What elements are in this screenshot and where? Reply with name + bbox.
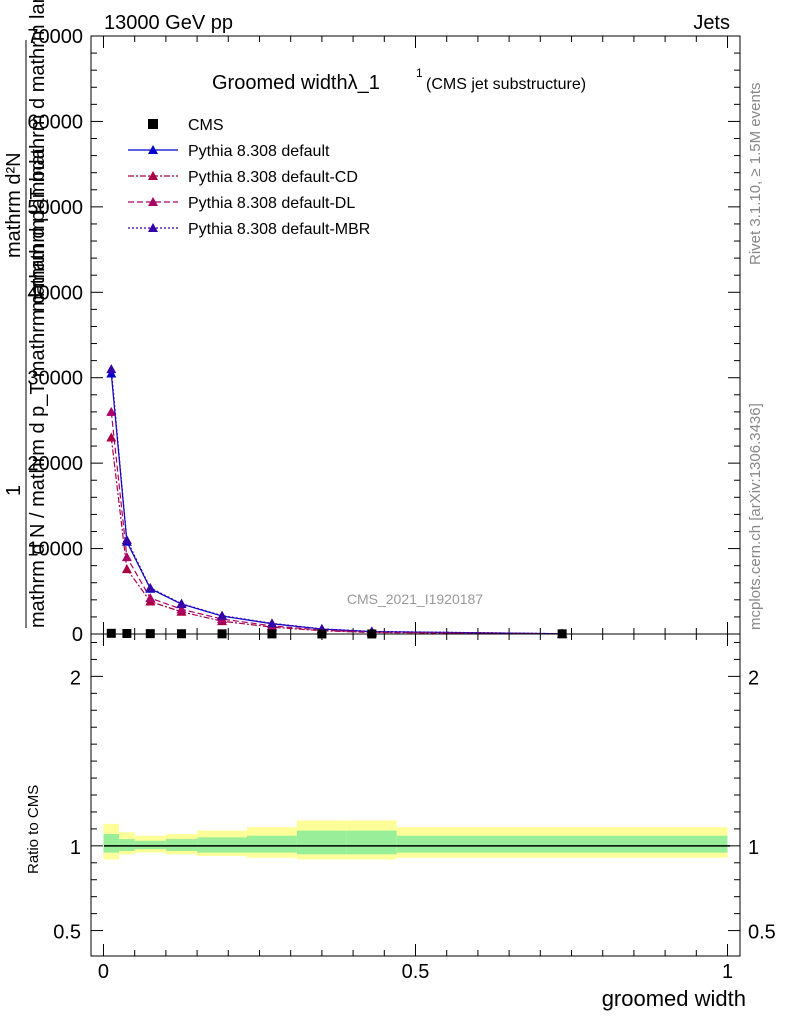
- ratio-tick-label: 1: [70, 837, 81, 859]
- ratio-band-inner: [134, 840, 166, 850]
- x-tick-label: 0: [98, 961, 109, 983]
- jets-label: Jets: [693, 12, 730, 34]
- legend-label: Pythia 8.308 default-CD: [188, 169, 358, 186]
- ylabel-denominator-2: mathrm d p_T mathrm d mathrm lambda: [27, 0, 49, 312]
- y-tick-label: 50000: [27, 197, 83, 219]
- legend-label: Pythia 8.308 default: [188, 143, 330, 160]
- energy-label: 13000 GeV pp: [104, 12, 233, 34]
- ratio-bands: [103, 820, 728, 860]
- x-tick-labels: 0 0.5 1: [98, 961, 733, 983]
- cms-data-point: [122, 628, 132, 638]
- title-subtitle: (CMS jet substructure): [426, 76, 586, 93]
- legend-cms-marker: [148, 119, 158, 129]
- legend-marker: [148, 197, 158, 206]
- legend-marker: [148, 223, 158, 232]
- ratio-band-inner: [165, 839, 198, 851]
- ratio-band-inner: [346, 830, 397, 855]
- title-superscript: 1: [416, 66, 423, 80]
- y-tick-label: 10000: [27, 539, 83, 561]
- series-marker: [121, 564, 132, 574]
- cms-data-point: [106, 628, 116, 638]
- ylabel-denominator: mathrm d N / mathrm d p_T mathrm d mathr…: [27, 147, 49, 628]
- ratio-band-inner: [197, 837, 248, 853]
- ratio-tick-label: 0.5: [53, 922, 81, 944]
- ylabel-numerator: mathrm d²N: [3, 152, 25, 258]
- ylabel-one: 1: [3, 485, 25, 496]
- ratio-plot-frame: [90, 633, 741, 957]
- y-tick-label: 70000: [27, 26, 83, 48]
- series-marker: [106, 406, 117, 416]
- series-marker: [145, 582, 156, 592]
- x-tick-label: 0.5: [402, 961, 430, 983]
- series-marker: [266, 618, 277, 628]
- ratio-tick-label-right: 0.5: [748, 922, 776, 944]
- mcplots-label: mcplots.cern.ch [arXiv:1306.3436]: [747, 403, 764, 630]
- ratio-tick-label-right: 1: [748, 837, 759, 859]
- series-line: [110, 411, 563, 635]
- y-tick-label: 20000: [27, 453, 83, 475]
- legend: CMS Pythia 8.308 default Pythia 8.308 def…: [128, 117, 370, 238]
- main-series-group: [106, 364, 568, 639]
- ratio-tick-label-right: 2: [748, 667, 759, 689]
- series-marker: [121, 535, 132, 545]
- main-axis-ticks: 0 10000 20000 30000 40000 50000 60000 70000: [27, 26, 740, 646]
- ratio-band-inner: [103, 833, 120, 853]
- y-tick-label: 30000: [27, 368, 83, 390]
- ratio-band-inner: [119, 839, 135, 851]
- series-marker: [176, 598, 187, 608]
- legend-label: Pythia 8.308 default-MBR: [188, 221, 370, 238]
- y-tick-label: 60000: [27, 111, 83, 133]
- legend-marker: [148, 171, 158, 180]
- legend-cms-label: CMS: [188, 117, 224, 134]
- series-line: [110, 373, 563, 635]
- series-line: [110, 369, 563, 635]
- ratio-axis-ticks: 0.5 0.5 1 1 2 2: [53, 634, 776, 956]
- ratio-tick-label: 2: [70, 667, 81, 689]
- ratio-band-inner: [396, 835, 728, 853]
- y-tick-label: 0: [72, 624, 83, 646]
- series-marker: [176, 604, 187, 614]
- legend-label: Pythia 8.308 default-DL: [188, 195, 355, 212]
- series-marker: [121, 552, 132, 562]
- analysis-watermark: CMS_2021_I1920187: [347, 591, 483, 607]
- x-tick-label: 1: [722, 961, 733, 983]
- y-tick-label: 40000: [27, 282, 83, 304]
- series-marker: [217, 610, 228, 620]
- legend-marker: [148, 145, 158, 154]
- ratio-band-inner: [247, 835, 297, 853]
- ratio-y-label: Ratio to CMS: [25, 785, 42, 874]
- rivet-label: Rivet 3.1.10, ≥ 1.5M events: [747, 83, 764, 266]
- ratio-band-inner: [296, 830, 347, 855]
- plot-title: Groomed widthλ_1 1 (CMS jet substructure…: [212, 66, 586, 94]
- x-axis-label: groomed width: [602, 986, 746, 1011]
- title-main: Groomed widthλ_1: [212, 72, 380, 94]
- series-marker: [106, 364, 117, 374]
- y-axis-label: mathrm d²N 1 mathrm d N / mathrm d p_T m…: [3, 0, 49, 628]
- series-marker: [145, 593, 156, 603]
